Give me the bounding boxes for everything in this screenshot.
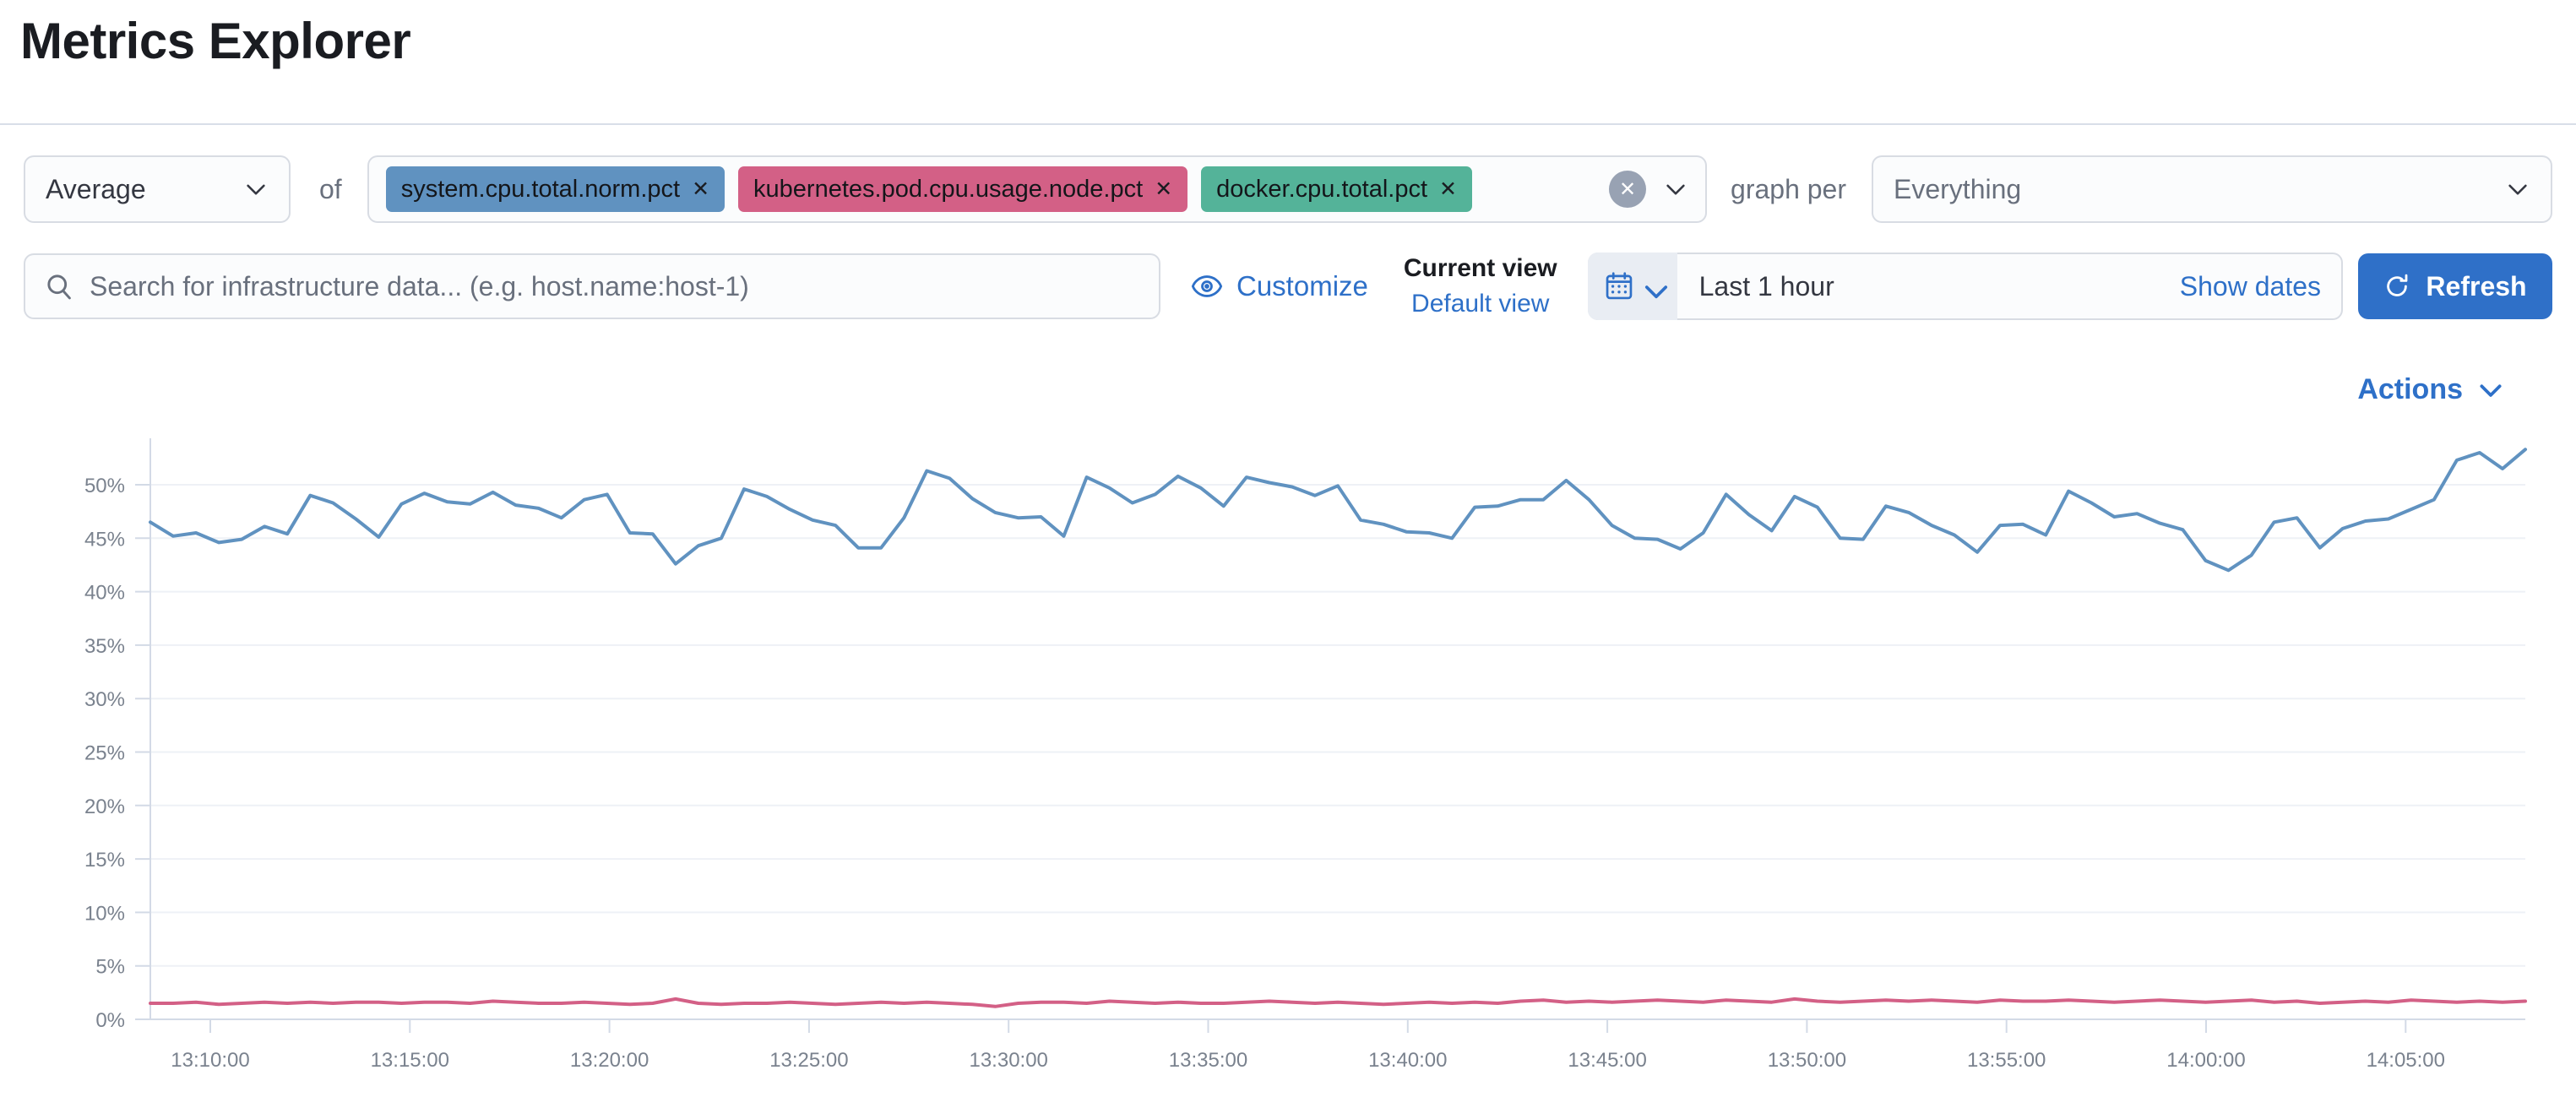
graph-per-label: graph per [1731, 173, 1846, 204]
y-axis-label: 5% [95, 956, 125, 979]
actions-menu-button[interactable]: Actions [2357, 373, 2505, 406]
aggregation-value: Average [46, 173, 146, 204]
y-axis-label: 0% [95, 1009, 125, 1032]
y-axis-label: 45% [84, 528, 125, 551]
eye-icon [1191, 275, 1223, 297]
search-icon [47, 274, 71, 300]
page-title: Metrics Explorer [20, 13, 411, 69]
refresh-icon [2387, 274, 2408, 296]
chevron-down-icon [243, 177, 269, 202]
chevron-down-icon [2505, 177, 2530, 202]
metric-pill-kubernetes-pod-cpu[interactable]: kubernetes.pod.cpu.usage.node.pct ✕ [738, 166, 1188, 212]
x-axis-label: 13:35:00 [1169, 1049, 1247, 1072]
y-axis-label: 30% [84, 688, 125, 711]
x-axis-label: 13:20:00 [570, 1049, 649, 1072]
metric-pill-label: system.cpu.total.norm.pct [400, 175, 681, 203]
chart-actions-row: Actions [0, 373, 2576, 406]
aggregation-select[interactable]: Average [24, 155, 291, 223]
group-by-value: Everything [1894, 173, 2022, 204]
metric-pill-system-cpu[interactable]: system.cpu.total.norm.pct ✕ [385, 166, 726, 212]
y-axis-label: 20% [84, 796, 125, 818]
x-axis-label: 13:15:00 [371, 1049, 449, 1072]
customize-label: Customize [1236, 270, 1368, 301]
metric-pill-docker-cpu[interactable]: docker.cpu.total.pct ✕ [1201, 166, 1472, 212]
chevron-down-icon[interactable] [1663, 177, 1688, 202]
x-axis-label: 14:05:00 [2367, 1049, 2445, 1072]
x-axis-label: 13:50:00 [1768, 1049, 1846, 1072]
y-axis-label: 50% [84, 475, 125, 497]
search-input[interactable] [90, 270, 1140, 302]
saved-view-switcher: Current view Default view [1404, 254, 1557, 318]
x-axis-label: 13:45:00 [1568, 1049, 1646, 1072]
calendar-icon [1606, 272, 1632, 300]
chevron-down-icon [2476, 376, 2505, 405]
metrics-toolbar: Average of system.cpu.total.norm.pct ✕ k… [0, 125, 2576, 320]
x-axis-label: 13:55:00 [1967, 1049, 2046, 1072]
metrics-combobox[interactable]: system.cpu.total.norm.pct ✕ kubernetes.p… [367, 155, 1708, 223]
y-axis-label: 25% [84, 742, 125, 765]
page-header: Metrics Explorer [0, 0, 2576, 73]
current-view-label: Current view [1403, 254, 1557, 282]
y-axis-label: 10% [84, 902, 125, 925]
metric-pill-label: kubernetes.pod.cpu.usage.node.pct [753, 175, 1144, 203]
search-field[interactable] [24, 253, 1160, 319]
refresh-label: Refresh [2426, 270, 2527, 301]
y-axis-label: 40% [84, 582, 125, 605]
metrics-chart[interactable]: 0% 5% 10% 15% 20% 25% 30% 35% 40% 45% 50% 13:10:00 1… [0, 428, 2576, 1095]
x-axis-label: 13:40:00 [1368, 1049, 1447, 1072]
x-axis-label: 14:00:00 [2166, 1049, 2245, 1072]
clear-all-icon[interactable]: ✕ [1609, 171, 1647, 208]
customize-button[interactable]: Customize [1191, 270, 1368, 302]
refresh-button[interactable]: Refresh [2358, 253, 2552, 319]
x-axis-label: 13:10:00 [171, 1049, 249, 1072]
time-range-value[interactable]: Last 1 hour [1698, 270, 1834, 301]
series-line-0 [149, 448, 2527, 573]
view-name-link[interactable]: Default view [1411, 290, 1550, 318]
super-date-picker: Last 1 hour Show dates [1587, 253, 2343, 320]
y-axis-label: 15% [84, 849, 125, 872]
chevron-down-icon [1641, 276, 1667, 299]
y-axis-label: 35% [84, 635, 125, 658]
remove-metric-icon[interactable]: ✕ [1155, 177, 1173, 201]
series-line-1 [149, 997, 2527, 1008]
metric-pill-label: docker.cpu.total.pct [1216, 175, 1428, 203]
line-chart-canvas[interactable]: 0% 5% 10% 15% 20% 25% 30% 35% 40% 45% 50% 13:10:00 1… [0, 428, 2576, 1095]
combobox-controls: ✕ [1609, 171, 1688, 208]
actions-label: Actions [2357, 373, 2463, 405]
show-dates-button[interactable]: Show dates [2179, 270, 2321, 301]
x-axis-label: 13:30:00 [969, 1049, 1047, 1072]
header-divider [0, 123, 2576, 125]
remove-metric-icon[interactable]: ✕ [1439, 177, 1457, 201]
metric-expression-row: Average of system.cpu.total.norm.pct ✕ k… [24, 155, 2552, 223]
remove-metric-icon[interactable]: ✕ [692, 177, 710, 201]
x-axis-label: 13:25:00 [769, 1049, 848, 1072]
search-and-time-row: Customize Current view Default view [24, 253, 2552, 320]
date-quick-select-button[interactable] [1587, 253, 1677, 320]
of-label: of [319, 173, 342, 204]
group-by-select[interactable]: Everything [1872, 155, 2552, 223]
